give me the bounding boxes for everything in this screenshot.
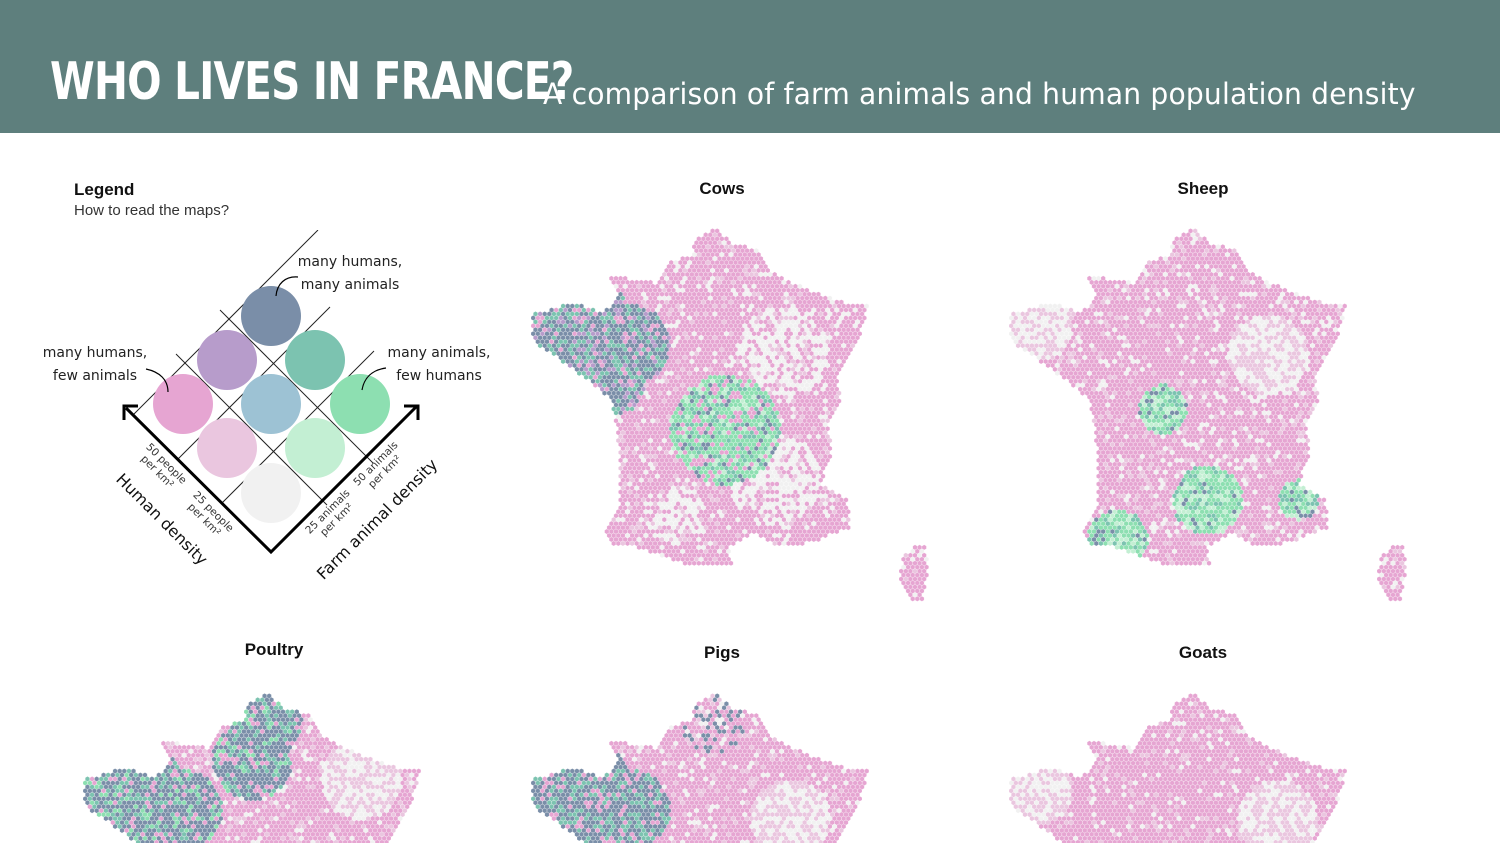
sheep-map: [1008, 228, 1407, 602]
header-banner: WHO LIVES IN FRANCE? A comparison of far…: [0, 0, 1500, 133]
legend-label-left-line1: many humans,: [43, 345, 147, 361]
legend-cell-mid-humans-many-animals: [197, 330, 257, 390]
page-title: WHO LIVES IN FRANCE?: [50, 52, 574, 112]
legend-label-right-line2: few humans: [396, 368, 482, 384]
map-title-cows: Cows: [699, 179, 745, 198]
poultry-map: [82, 693, 422, 843]
goat-map: [1008, 693, 1348, 843]
legend-circles: [153, 286, 390, 523]
legend-cell-many-humans-few-animals: [153, 374, 213, 434]
legend-cell-few-humans-mid-animals: [285, 418, 345, 478]
legend-cell-many-humans-mid-animals: [285, 330, 345, 390]
bivariate-legend: many humans, many animals many humans, f…: [43, 230, 491, 580]
legend-cell-few-humans-few-animals: [241, 463, 301, 523]
legend-subtitle: How to read the maps?: [74, 202, 230, 219]
map-title-sheep: Sheep: [1177, 179, 1229, 198]
legend-callouts: [145, 276, 387, 393]
legend-cell-mid-humans-mid-animals: [241, 374, 301, 434]
cow-map: [530, 228, 929, 602]
legend-title: Legend: [74, 180, 135, 199]
legend-label-top-line1: many humans,: [298, 254, 402, 270]
map-title-poultry: Poultry: [244, 640, 304, 659]
legend-label-left-line2: few animals: [53, 368, 137, 384]
legend-label-right-line1: many animals,: [387, 345, 490, 361]
map-title-pigs: Pigs: [704, 643, 740, 662]
legend-axes: [122, 404, 420, 555]
pig-map: [530, 693, 870, 843]
page-subtitle: A comparison of farm animals and human p…: [543, 77, 1416, 111]
legend-cell-mid-humans-few-animals: [197, 418, 257, 478]
legend-cell-many-animals-few-humans: [330, 374, 390, 434]
legend-cell-many-humans-many-animals: [241, 286, 301, 346]
legend-label-top-line2: many animals: [301, 277, 400, 293]
map-title-goats: Goats: [1178, 643, 1228, 662]
